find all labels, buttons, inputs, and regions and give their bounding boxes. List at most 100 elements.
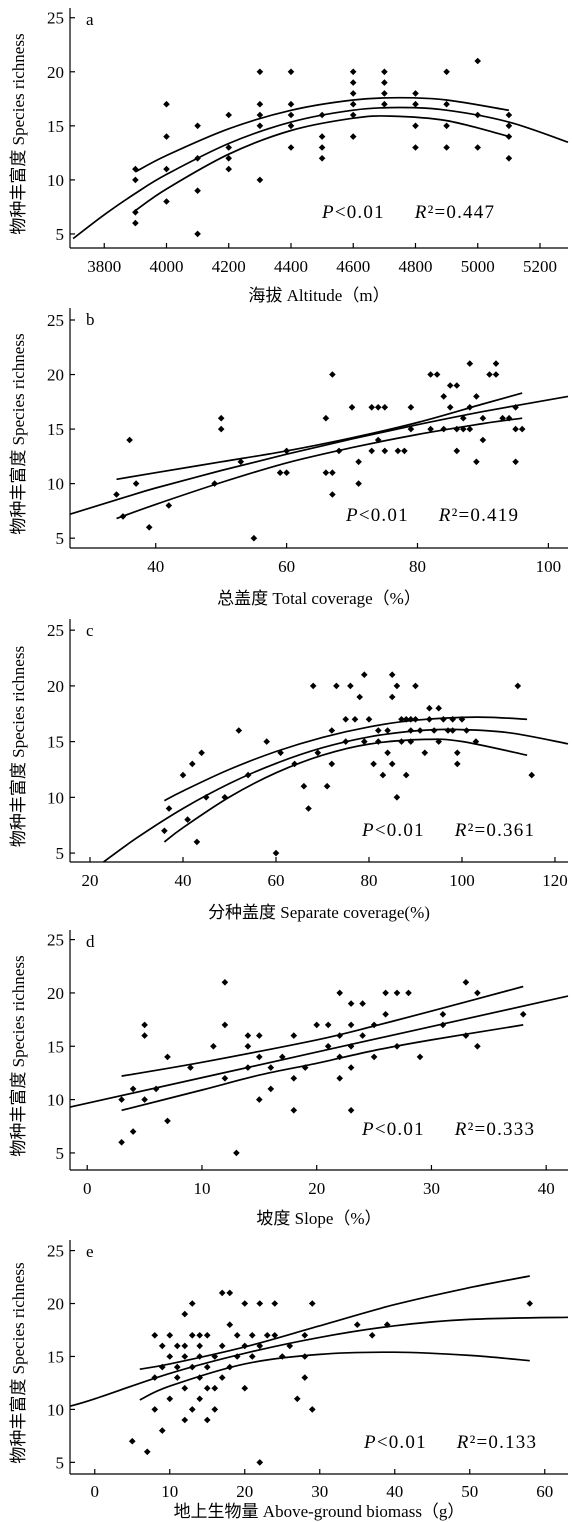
data-point — [347, 1000, 355, 1007]
y-tick-label: 5 — [56, 844, 65, 863]
data-point — [486, 371, 493, 378]
fit-curve — [69, 1316, 569, 1408]
y-tick-label: 15 — [47, 1348, 64, 1367]
x-axis-title: 坡度 Slope（%） — [256, 1209, 381, 1228]
y-axis-title: 物种丰富度 Species richness — [9, 646, 28, 847]
data-point — [233, 1332, 241, 1339]
data-point — [398, 716, 405, 723]
data-point — [412, 122, 419, 130]
data-point — [163, 165, 170, 173]
y-axis-title: 物种丰富度 Species richness — [9, 33, 28, 234]
data-point — [217, 414, 225, 422]
data-point — [237, 458, 245, 466]
data-point — [463, 727, 470, 734]
data-point — [118, 1096, 125, 1103]
data-point — [250, 534, 258, 542]
data-point — [161, 827, 168, 835]
data-point — [233, 1149, 240, 1157]
data-point — [244, 1032, 252, 1039]
data-point — [528, 771, 535, 779]
data-point — [173, 1342, 181, 1350]
data-point — [132, 176, 139, 184]
x-tick-label: 4800 — [399, 257, 433, 276]
data-point — [427, 425, 434, 433]
y-tick-label: 20 — [47, 1295, 64, 1314]
data-point — [466, 360, 474, 367]
p-value: <0.01 — [375, 820, 425, 841]
data-point — [384, 749, 391, 757]
x-tick-label: 30 — [423, 1179, 440, 1198]
data-point — [128, 1437, 136, 1445]
data-point — [293, 1395, 301, 1403]
x-tick-label: 100 — [536, 557, 562, 576]
data-point — [158, 1427, 166, 1434]
data-point — [333, 682, 340, 690]
p-symbol: P — [361, 820, 375, 841]
y-tick-label: 20 — [47, 677, 64, 696]
y-axis-title: 物种丰富度 Species richness — [9, 1262, 28, 1463]
y-tick-label: 10 — [47, 788, 64, 807]
upper-confidence-band — [135, 96, 510, 173]
data-point — [512, 404, 519, 411]
p-value: <0.01 — [359, 505, 409, 526]
data-point — [221, 794, 229, 801]
y-tick-label: 5 — [56, 1453, 65, 1472]
data-point — [512, 425, 519, 433]
data-point — [202, 794, 210, 801]
panel-d: 5 10 15 20 25 0 10 20 30 40 d 物种丰富度 Species richnes… — [9, 930, 569, 1228]
data-point — [235, 727, 243, 734]
data-point — [196, 1353, 203, 1360]
data-point — [426, 716, 433, 723]
data-point — [412, 100, 419, 108]
data-point — [290, 1075, 298, 1082]
data-point — [381, 79, 388, 86]
data-point — [453, 382, 461, 389]
r2-value: ²=0.447 — [428, 202, 496, 223]
data-point — [256, 122, 264, 130]
y-tick-label: 25 — [47, 621, 64, 640]
data-point — [165, 805, 173, 812]
x-tick-label: 40 — [147, 557, 164, 576]
data-point — [203, 1363, 211, 1371]
data-point — [329, 371, 336, 378]
y-tick-label: 5 — [56, 1144, 65, 1163]
panel-letter: d — [86, 932, 95, 951]
data-point — [211, 1406, 219, 1413]
data-point — [322, 414, 330, 422]
data-point — [188, 1300, 196, 1307]
x-tick-label: 3800 — [87, 257, 121, 276]
fit-statistics: P<0.01 R²=0.361 — [361, 820, 535, 841]
lower-confidence-band — [116, 417, 523, 520]
data-point — [194, 187, 201, 194]
r2-value: ²=0.333 — [468, 1119, 536, 1140]
data-point — [217, 425, 225, 433]
panel-a: 5 10 15 20 25 3800 4000 4200 4400 4600 4800 5000 520… — [9, 8, 569, 305]
data-point — [301, 1353, 309, 1360]
data-point — [173, 1363, 181, 1371]
data-point — [384, 727, 391, 734]
data-point — [474, 1043, 481, 1050]
y-tick-label: 10 — [47, 1091, 64, 1110]
data-point — [188, 1406, 196, 1413]
data-point — [181, 1353, 189, 1360]
data-point — [412, 682, 419, 690]
x-tick-label: 0 — [83, 1179, 92, 1198]
data-point — [492, 360, 500, 367]
data-point — [221, 1075, 229, 1082]
data-point — [381, 447, 389, 455]
x-tick-label: 40 — [538, 1179, 555, 1198]
x-tick-label: 30 — [311, 1482, 328, 1501]
data-point — [412, 90, 419, 97]
data-point — [263, 1332, 271, 1339]
data-point — [356, 693, 363, 701]
data-point — [256, 68, 264, 76]
data-point — [301, 1064, 309, 1071]
data-point — [474, 57, 481, 65]
data-point — [335, 447, 343, 455]
data-point — [256, 1032, 263, 1039]
data-point — [349, 111, 357, 119]
upper-confidence-band — [116, 392, 523, 481]
data-point — [141, 1021, 148, 1029]
y-tick-label: 15 — [47, 1037, 64, 1056]
data-point — [427, 371, 434, 378]
